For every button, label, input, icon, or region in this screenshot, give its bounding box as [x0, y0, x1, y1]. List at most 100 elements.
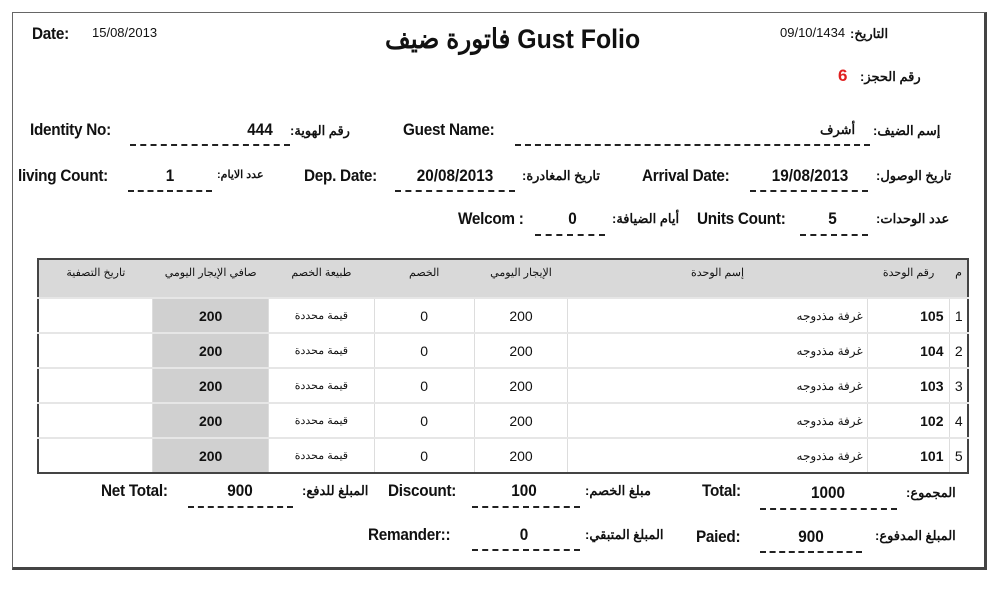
- guest-name-underline: [515, 144, 870, 146]
- daily-rent-cell: 200: [473, 402, 568, 438]
- unit-number-cell: 102: [866, 402, 950, 438]
- identity-value: 444: [247, 120, 273, 139]
- units-count-underline: [800, 234, 868, 236]
- paid-label-ar: المبلغ المدفوع:: [875, 528, 956, 543]
- identity-label: Identity No:: [30, 120, 111, 139]
- dep-date-underline: [395, 190, 515, 192]
- discount-type-cell: قيمة محددة: [268, 437, 375, 473]
- net-rent-cell: 200: [152, 332, 269, 368]
- index-cell: 1: [949, 297, 968, 333]
- table-row[interactable]: 200 قيمة محددة 0 200 غرفة مذدوجه 105 1: [37, 297, 968, 333]
- net-total-underline: [188, 506, 293, 508]
- dep-date-value: 20/08/2013: [416, 166, 494, 185]
- unit-number-cell: 105: [866, 297, 950, 333]
- remainder-underline: [472, 549, 580, 551]
- welcom-label-ar: أيام الضيافة:: [612, 211, 680, 226]
- report-frame: [12, 12, 987, 570]
- discount-label-ar: مبلغ الخصم:: [585, 483, 651, 498]
- hijri-date-label: التاريخ:: [850, 26, 889, 41]
- unit-number-cell: 101: [866, 437, 950, 473]
- discount-type-cell: قيمة محددة: [268, 367, 375, 403]
- welcom-label: Welcom :: [458, 209, 524, 228]
- index-cell: 5: [949, 437, 968, 473]
- table-header-row: تاريخ التصفية صافي الإيجار اليومي طبيعة …: [38, 259, 968, 298]
- total-underline: [760, 508, 897, 510]
- table-row[interactable]: 200 قيمة محددة 0 200 غرفة مذدوجه 101 5: [37, 437, 968, 473]
- hijri-date-value: 09/10/1434: [780, 25, 846, 40]
- unit-number-cell: 104: [866, 332, 950, 368]
- net-rent-cell: 200: [152, 367, 269, 403]
- table-row[interactable]: 200 قيمة محددة 0 200 غرفة مذدوجه 102 4: [37, 402, 968, 438]
- identity-label-ar: رقم الهوية:: [290, 123, 350, 138]
- daily-rent-cell: 200: [473, 437, 568, 473]
- daily-rent-cell: 200: [473, 297, 568, 333]
- col-net-daily-rent: صافي الإيجار اليومي: [152, 259, 269, 298]
- unit-name-cell: غرفة مذدوجه: [567, 297, 868, 333]
- page-title: فاتورة ضيف Gust Folio: [385, 24, 641, 54]
- living-count-value: 1: [165, 166, 175, 185]
- table-row[interactable]: 200 قيمة محددة 0 200 غرفة مذدوجه 104 2: [37, 332, 968, 368]
- discount-label: Discount:: [388, 481, 457, 500]
- guest-name-label: Guest Name:: [403, 120, 495, 139]
- unit-name-cell: غرفة مذدوجه: [567, 367, 868, 403]
- index-cell: 2: [949, 332, 968, 368]
- settlement-date-cell: [37, 402, 153, 438]
- col-discount-type: طبيعة الخصم: [268, 259, 375, 298]
- units-count-value: 5: [828, 209, 837, 228]
- daily-rent-cell: 200: [473, 367, 568, 403]
- dep-date-label: Dep. Date:: [304, 166, 377, 185]
- discount-cell: 0: [373, 367, 475, 403]
- paid-value: 900: [798, 527, 824, 546]
- remainder-value: 0: [519, 525, 529, 544]
- remainder-label: Remander::: [368, 525, 451, 544]
- net-rent-cell: 200: [152, 402, 269, 438]
- identity-underline: [130, 144, 290, 146]
- col-unit-number: رقم الوحدة: [867, 259, 950, 298]
- col-index: م: [949, 259, 968, 298]
- booking-number: 6: [838, 66, 848, 85]
- paid-label: Paied:: [696, 527, 741, 546]
- units-count-label: Units Count:: [697, 209, 786, 228]
- index-cell: 3: [949, 367, 968, 403]
- discount-value: 100: [511, 481, 537, 500]
- unit-name-cell: غرفة مذدوجه: [567, 402, 868, 438]
- settlement-date-cell: [37, 437, 153, 473]
- guest-name-value: أشرف: [820, 122, 856, 137]
- net-total-label-ar: المبلغ للدفع:: [302, 483, 369, 498]
- total-value: 1000: [810, 483, 846, 502]
- welcom-value: 0: [568, 209, 577, 228]
- settlement-date-cell: [37, 297, 153, 333]
- total-label: Total:: [702, 481, 741, 500]
- arrival-date-underline: [750, 190, 868, 192]
- guest-name-label-ar: إسم الضيف:: [873, 123, 941, 138]
- welcom-underline: [535, 234, 605, 236]
- table-row[interactable]: 200 قيمة محددة 0 200 غرفة مذدوجه 103 3: [37, 367, 968, 403]
- settlement-date-cell: [37, 367, 153, 403]
- discount-type-cell: قيمة محددة: [268, 402, 375, 438]
- col-unit-name: إسم الوحدة: [567, 259, 868, 298]
- booking-label: رقم الحجز:: [860, 69, 921, 84]
- net-rent-cell: 200: [152, 437, 269, 473]
- discount-type-cell: قيمة محددة: [268, 297, 375, 333]
- unit-name-cell: غرفة مذدوجه: [567, 437, 868, 473]
- remainder-label-ar: المبلغ المتبقي:: [585, 527, 664, 542]
- units-count-label-ar: عدد الوحدات:: [876, 211, 950, 226]
- living-count-label-ar: عدد الايام:: [217, 169, 264, 181]
- living-count-label: living Count:: [18, 166, 108, 185]
- index-cell: 4: [949, 402, 968, 438]
- discount-cell: 0: [373, 437, 475, 473]
- arrival-date-value: 19/08/2013: [771, 166, 849, 185]
- col-daily-rent: الإيجار اليومي: [474, 259, 568, 298]
- discount-cell: 0: [373, 297, 475, 333]
- arrival-date-label-ar: تاريخ الوصول:: [876, 168, 952, 183]
- arrival-date-label: Arrival Date:: [642, 166, 730, 185]
- discount-type-cell: قيمة محددة: [268, 332, 375, 368]
- net-rent-cell: 200: [152, 297, 269, 333]
- dep-date-label-ar: تاريخ المغادرة:: [522, 168, 601, 183]
- daily-rent-cell: 200: [473, 332, 568, 368]
- unit-name-cell: غرفة مذدوجه: [567, 332, 868, 368]
- unit-number-cell: 103: [866, 367, 950, 403]
- units-table: تاريخ التصفية صافي الإيجار اليومي طبيعة …: [37, 258, 969, 474]
- discount-underline: [472, 506, 580, 508]
- living-count-underline: [128, 190, 212, 192]
